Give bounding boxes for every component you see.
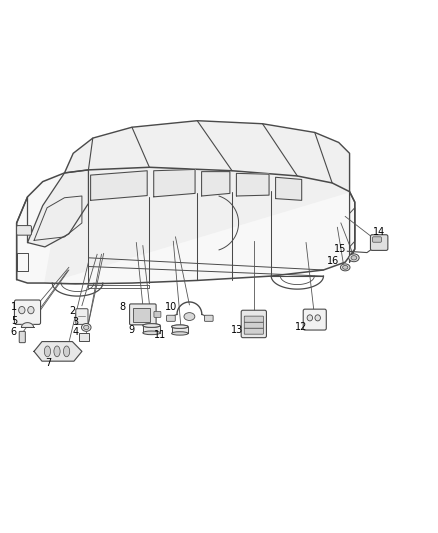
FancyBboxPatch shape bbox=[79, 333, 89, 341]
Ellipse shape bbox=[81, 324, 91, 332]
FancyBboxPatch shape bbox=[130, 304, 156, 325]
Polygon shape bbox=[237, 173, 269, 196]
Text: 12: 12 bbox=[295, 321, 307, 332]
FancyBboxPatch shape bbox=[166, 315, 175, 321]
Text: 5: 5 bbox=[11, 316, 18, 326]
Text: 4: 4 bbox=[72, 327, 78, 337]
FancyBboxPatch shape bbox=[303, 309, 326, 330]
Ellipse shape bbox=[143, 331, 160, 335]
FancyBboxPatch shape bbox=[133, 308, 150, 322]
Polygon shape bbox=[17, 167, 355, 284]
Text: 11: 11 bbox=[154, 330, 166, 340]
Polygon shape bbox=[34, 342, 82, 361]
Text: 13: 13 bbox=[231, 325, 244, 335]
Text: 15: 15 bbox=[334, 244, 346, 254]
Polygon shape bbox=[28, 170, 88, 247]
Ellipse shape bbox=[340, 264, 350, 271]
FancyBboxPatch shape bbox=[14, 300, 41, 325]
Ellipse shape bbox=[343, 265, 348, 269]
Ellipse shape bbox=[315, 315, 321, 321]
FancyBboxPatch shape bbox=[373, 237, 381, 242]
FancyBboxPatch shape bbox=[371, 235, 388, 251]
Text: 16: 16 bbox=[327, 256, 339, 266]
FancyBboxPatch shape bbox=[244, 328, 263, 334]
Text: 6: 6 bbox=[11, 327, 17, 337]
Ellipse shape bbox=[172, 325, 188, 328]
Polygon shape bbox=[45, 120, 350, 283]
Ellipse shape bbox=[28, 306, 34, 314]
Polygon shape bbox=[154, 169, 195, 197]
Ellipse shape bbox=[19, 306, 25, 314]
Ellipse shape bbox=[184, 313, 195, 320]
Ellipse shape bbox=[172, 325, 188, 328]
Ellipse shape bbox=[54, 346, 60, 357]
Polygon shape bbox=[91, 171, 147, 200]
FancyBboxPatch shape bbox=[17, 225, 32, 235]
Ellipse shape bbox=[143, 324, 160, 327]
Text: 1: 1 bbox=[11, 302, 17, 312]
Ellipse shape bbox=[143, 324, 160, 327]
Ellipse shape bbox=[307, 315, 313, 321]
Text: 8: 8 bbox=[119, 302, 125, 312]
Text: 14: 14 bbox=[373, 227, 385, 237]
FancyBboxPatch shape bbox=[241, 310, 266, 338]
Ellipse shape bbox=[84, 325, 89, 329]
Polygon shape bbox=[276, 177, 302, 200]
FancyBboxPatch shape bbox=[19, 332, 25, 343]
Ellipse shape bbox=[172, 332, 188, 335]
Polygon shape bbox=[172, 327, 188, 334]
Ellipse shape bbox=[349, 254, 359, 262]
Text: 2: 2 bbox=[69, 306, 75, 316]
Text: 9: 9 bbox=[128, 325, 134, 335]
FancyBboxPatch shape bbox=[154, 311, 161, 318]
Polygon shape bbox=[21, 322, 34, 327]
FancyBboxPatch shape bbox=[244, 316, 263, 322]
Ellipse shape bbox=[44, 346, 50, 357]
Text: 10: 10 bbox=[165, 302, 177, 312]
Text: 3: 3 bbox=[72, 317, 78, 327]
Text: 7: 7 bbox=[45, 358, 52, 368]
Ellipse shape bbox=[64, 346, 70, 357]
FancyBboxPatch shape bbox=[76, 309, 88, 325]
Polygon shape bbox=[143, 326, 160, 333]
FancyBboxPatch shape bbox=[205, 315, 213, 321]
Polygon shape bbox=[201, 172, 230, 196]
Ellipse shape bbox=[351, 256, 357, 260]
FancyBboxPatch shape bbox=[244, 322, 263, 328]
